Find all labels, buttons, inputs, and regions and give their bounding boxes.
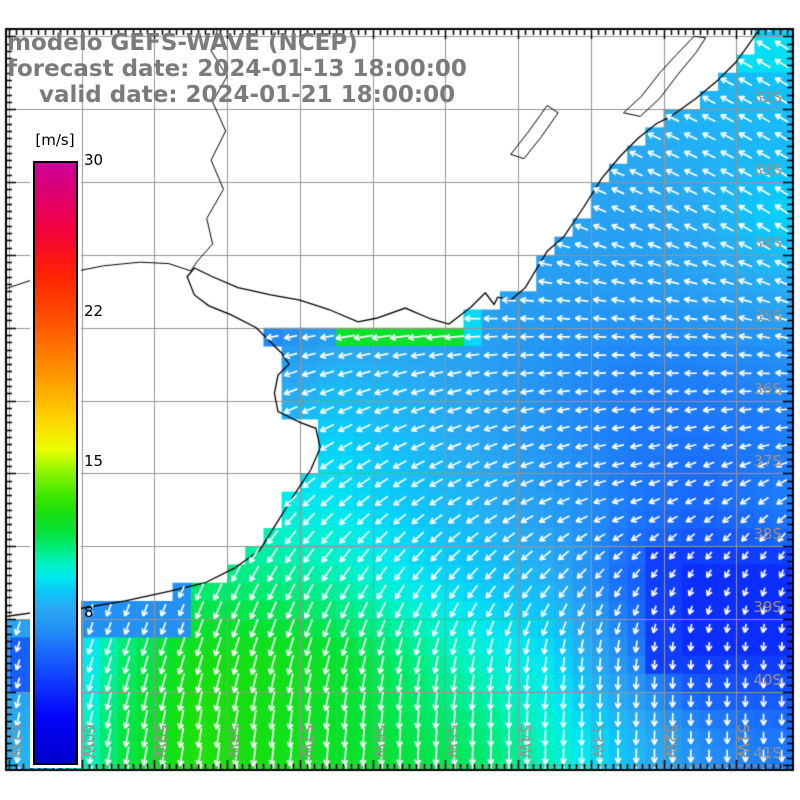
colorbar-tick-30: 30 <box>84 151 104 169</box>
colorbar-tick-22: 22 <box>84 302 104 320</box>
colorbar-tick-15: 15 <box>84 452 104 470</box>
colorbar <box>33 161 78 765</box>
colorbar-tick-8: 8 <box>84 603 94 621</box>
colorbar-gradient <box>35 163 76 763</box>
colorbar-unit-label: [m/s] <box>35 131 75 149</box>
